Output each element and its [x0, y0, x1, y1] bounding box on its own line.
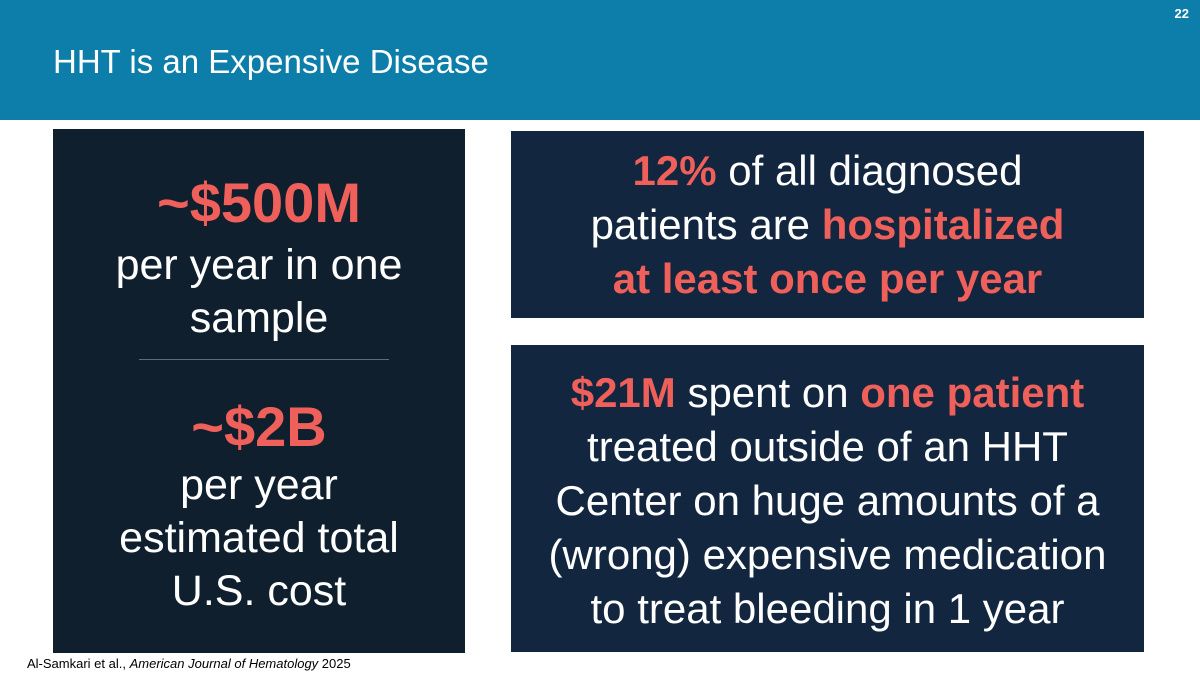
slide-title: HHT is an Expensive Disease	[53, 43, 489, 80]
citation-authors: Al-Samkari et al.,	[27, 656, 130, 671]
one-patient-highlight: one patient	[860, 369, 1085, 416]
hospitalization-line1: 12% of all diagnosed	[511, 144, 1144, 198]
hospitalization-line2-text: patients are	[590, 201, 822, 248]
header-bar: HHT is an Expensive Disease 22	[0, 0, 1200, 120]
stat-2b-value: ~$2B	[191, 395, 327, 458]
patient-cost-line1: $21M spent on one patient	[511, 366, 1144, 420]
patient-cost-line2: treated outside of an HHT	[587, 423, 1068, 470]
stat-500m-desc-line1: per year in one	[115, 241, 403, 289]
cost-stats-panel: ~$500M per year in one sample ~$2B per y…	[53, 129, 465, 653]
page-number: 22	[1174, 6, 1189, 21]
citation: Al-Samkari et al., American Journal of H…	[27, 656, 351, 671]
hospitalization-box: 12% of all diagnosed patients are hospit…	[511, 131, 1144, 318]
single-patient-cost-box: $21M spent on one patient treated outsid…	[511, 345, 1144, 652]
hospitalization-line2: patients are hospitalized	[511, 198, 1144, 252]
hospitalization-percent: 12%	[632, 147, 717, 194]
citation-year: 2025	[318, 656, 351, 671]
stat-2b-desc-line1: per year	[180, 461, 338, 509]
hospitalization-frequency: at least once per year	[612, 255, 1043, 302]
stat-2b-desc-line3: U.S. cost	[171, 567, 347, 615]
stats-divider	[139, 359, 389, 360]
patient-cost-line4: (wrong) expensive medication	[548, 531, 1107, 578]
hospitalization-line1-text: of all diagnosed	[716, 147, 1023, 194]
patient-cost-amount: $21M	[570, 369, 676, 416]
patient-cost-line5: to treat bleeding in 1 year	[590, 585, 1065, 632]
citation-journal: American Journal of Hematology	[129, 656, 319, 671]
patient-cost-line3: Center on huge amounts of a	[555, 477, 1100, 524]
stat-500m-value: ~$500M	[157, 171, 361, 234]
patient-cost-line1-mid: spent on	[675, 369, 861, 416]
stat-500m-desc-line2: sample	[189, 294, 329, 342]
hospitalized-highlight: hospitalized	[821, 201, 1065, 248]
stat-2b-desc-line2: estimated total	[119, 514, 399, 562]
